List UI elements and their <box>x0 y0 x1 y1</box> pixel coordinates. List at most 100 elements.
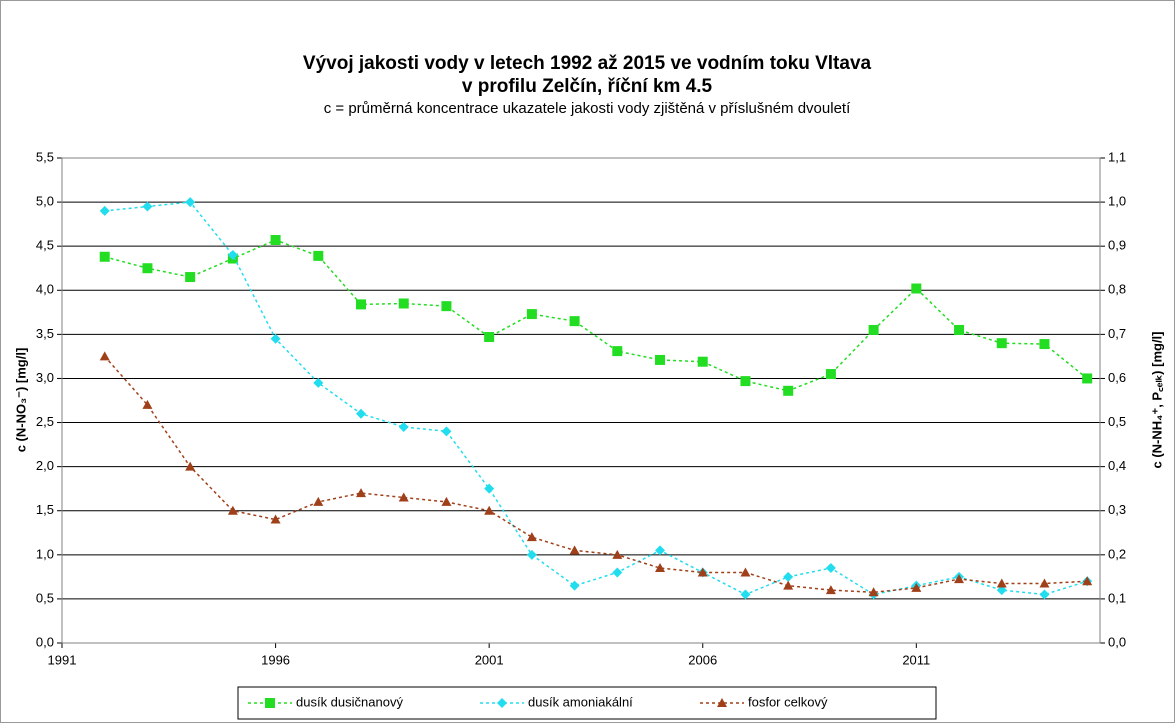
marker <box>717 698 727 707</box>
y2-tick-label: 0,1 <box>1108 590 1126 605</box>
legend: dusík dusičnanový dusík amoniakální fosfor… <box>237 686 937 720</box>
y-axis-label: c (N-NO₃⁻) [mg/l] <box>13 348 28 453</box>
marker <box>497 698 507 708</box>
x-tick-label: 2006 <box>688 652 717 667</box>
marker <box>569 316 580 327</box>
marker <box>612 567 623 578</box>
marker <box>954 324 965 335</box>
marker <box>185 272 196 283</box>
marker <box>227 250 238 260</box>
marker <box>185 461 196 471</box>
marker <box>1082 373 1093 384</box>
plot-frame <box>61 157 1101 644</box>
y2-tick-label: 1,0 <box>1108 194 1126 209</box>
y2-tick-label: 1,1 <box>1108 149 1126 164</box>
marker <box>398 298 409 309</box>
marker <box>697 356 708 367</box>
chart-title: Vývoj jakosti vody v letech 1992 až 2015… <box>303 53 872 74</box>
y-tick-label: 3,5 <box>36 326 54 341</box>
marker <box>612 346 623 357</box>
marker <box>697 567 708 577</box>
y2-tick-label: 0,0 <box>1108 634 1126 649</box>
chart-title-line2: v profilu Zelčín, říční km 4.5 <box>462 76 713 97</box>
y-tick-label: 4,5 <box>36 238 54 253</box>
chart-subtitle: c = průměrná koncentrace ukazatele jakos… <box>324 100 851 117</box>
y-tick-label: 5,5 <box>36 149 54 164</box>
marker <box>996 338 1007 349</box>
marker <box>1082 576 1093 586</box>
marker <box>313 377 324 388</box>
marker <box>99 205 110 216</box>
series-line <box>104 201 1088 596</box>
legend-label: fosfor celkový <box>748 694 828 709</box>
marker <box>270 514 281 524</box>
y-tick-label: 2,0 <box>36 458 54 473</box>
y2-tick-label: 0,3 <box>1108 502 1126 517</box>
marker <box>783 580 794 590</box>
marker <box>911 283 922 294</box>
legend-box <box>237 686 937 720</box>
marker <box>655 563 666 573</box>
marker <box>398 492 409 502</box>
marker <box>783 571 794 582</box>
y2-axis-label: c (N-NH₄⁺, P꜀ₑₗₖ) [mg/l] <box>1149 331 1164 468</box>
marker <box>740 589 751 600</box>
marker <box>1039 339 1050 350</box>
marker <box>99 251 110 262</box>
marker <box>142 201 153 212</box>
marker <box>356 299 367 310</box>
marker <box>569 580 580 591</box>
marker <box>185 197 196 208</box>
marker <box>313 496 324 506</box>
y2-tick-label: 0,2 <box>1108 546 1126 561</box>
x-tick-label: 1996 <box>261 652 290 667</box>
marker <box>612 549 623 559</box>
y2-tick-label: 0,9 <box>1108 238 1126 253</box>
marker <box>142 399 153 409</box>
y2-tick-label: 0,5 <box>1108 414 1126 429</box>
marker <box>1039 578 1050 588</box>
y-tick-label: 4,0 <box>36 282 54 297</box>
marker <box>441 496 452 506</box>
y2-tick-label: 0,6 <box>1108 370 1126 385</box>
marker <box>911 582 922 592</box>
marker <box>655 354 666 365</box>
x-tick-label: 1991 <box>48 652 77 667</box>
marker <box>99 351 110 361</box>
y-tick-label: 1,5 <box>36 502 54 517</box>
marker <box>825 585 836 595</box>
y-tick-label: 0,0 <box>36 634 54 649</box>
marker <box>270 333 281 344</box>
x-tick-label: 2011 <box>902 652 930 667</box>
marker <box>740 376 751 387</box>
marker <box>526 532 537 542</box>
marker <box>825 369 836 380</box>
marker <box>954 574 965 584</box>
marker <box>313 250 324 261</box>
marker <box>783 385 794 396</box>
marker <box>356 488 367 498</box>
marker <box>526 309 537 320</box>
marker <box>868 324 879 335</box>
marker <box>270 235 281 246</box>
series-line <box>104 239 1088 392</box>
marker <box>740 567 751 577</box>
marker <box>356 408 367 419</box>
marker <box>441 301 452 312</box>
y2-tick-label: 0,7 <box>1108 326 1126 341</box>
marker <box>484 332 495 343</box>
marker <box>1039 589 1050 600</box>
marker <box>526 549 537 560</box>
x-tick-label: 2001 <box>475 652 504 667</box>
legend-label: dusík dusičnanový <box>296 694 403 709</box>
legend-label: dusík amoniakální <box>528 694 633 709</box>
marker <box>142 263 153 274</box>
marker <box>996 585 1007 596</box>
marker <box>484 483 495 494</box>
marker <box>227 505 238 515</box>
y2-tick-label: 0,8 <box>1108 282 1126 297</box>
marker <box>825 563 836 574</box>
